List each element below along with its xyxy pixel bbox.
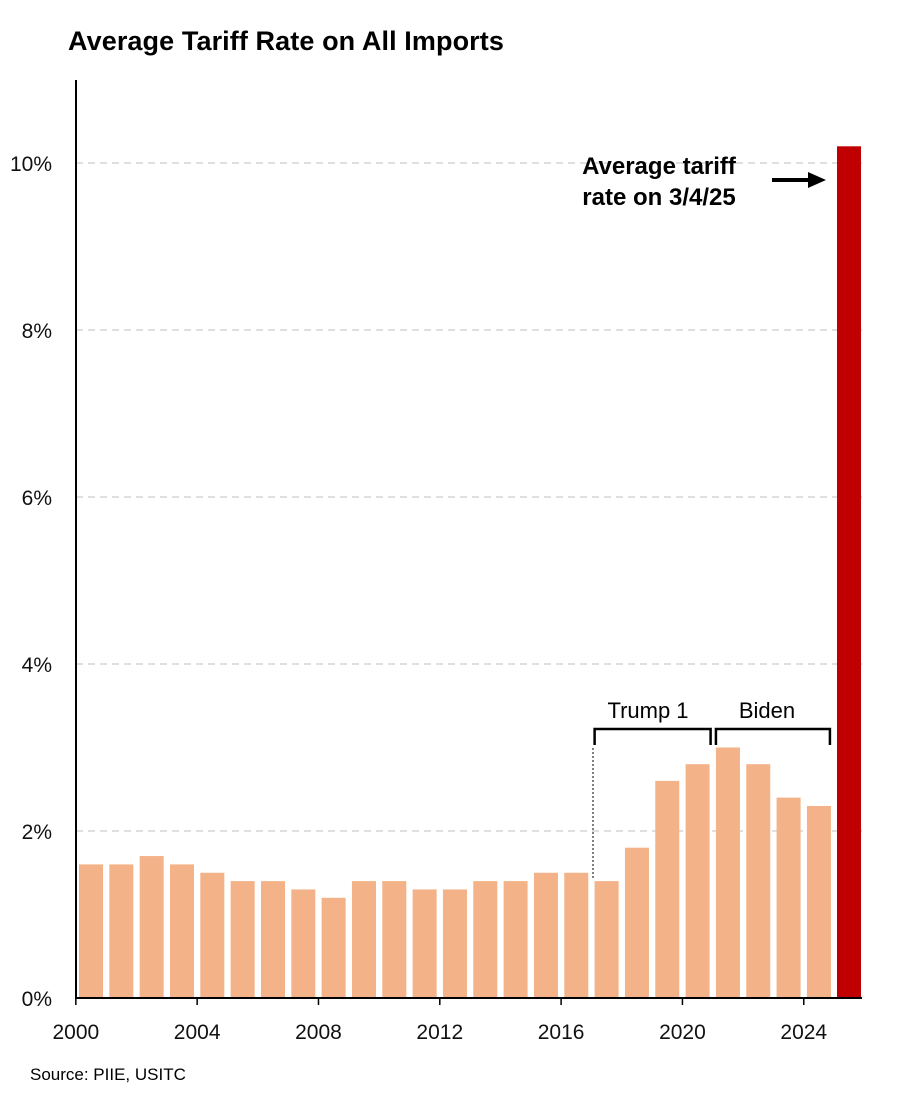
bracket-trump bbox=[593, 727, 712, 745]
x-tick-label: 2000 bbox=[52, 1021, 99, 1044]
bar-2015 bbox=[533, 872, 558, 998]
bar-2022 bbox=[746, 764, 771, 998]
callout-line1: Average tariff bbox=[582, 153, 737, 180]
bars bbox=[79, 146, 861, 999]
x-tick-label: 2020 bbox=[659, 1021, 706, 1044]
bar-2020 bbox=[685, 764, 710, 998]
bar-2016 bbox=[564, 872, 589, 998]
bar-2011 bbox=[412, 889, 437, 998]
annotations: Trump 1 Biden Average tariff rate on 3/4/25 bbox=[582, 153, 832, 880]
bar-2006 bbox=[260, 881, 285, 998]
bar-2007 bbox=[291, 889, 316, 998]
bar-2018 bbox=[624, 847, 649, 998]
bar-2002 bbox=[139, 856, 164, 998]
bar-2004 bbox=[200, 872, 225, 998]
chart-title: Average Tariff Rate on All Imports bbox=[68, 26, 504, 56]
bar-2000 bbox=[79, 864, 103, 998]
x-tick-label: 2024 bbox=[780, 1021, 827, 1044]
bracket-label-biden: Biden bbox=[739, 698, 795, 723]
callout-line2: rate on 3/4/25 bbox=[582, 184, 735, 211]
source-note: Source: PIIE, USITC bbox=[30, 1065, 186, 1084]
x-tick-label: 2012 bbox=[416, 1021, 463, 1044]
x-tick-label: 2008 bbox=[295, 1021, 342, 1044]
y-tick-label: 8% bbox=[22, 320, 52, 343]
bracket-label-trump: Trump 1 bbox=[607, 698, 688, 723]
bar-2021 bbox=[715, 747, 740, 998]
bracket-biden bbox=[714, 727, 832, 745]
bar-2009 bbox=[351, 881, 376, 998]
y-tick-label: 4% bbox=[22, 654, 52, 677]
axes bbox=[75, 80, 862, 1005]
bar-2008 bbox=[321, 897, 346, 998]
gridlines bbox=[76, 162, 862, 832]
bar-2003 bbox=[169, 864, 194, 998]
bar-2023 bbox=[776, 797, 801, 998]
y-tick-label: 10% bbox=[10, 153, 52, 176]
y-tick-label: 0% bbox=[22, 988, 52, 1011]
x-tick-label: 2004 bbox=[174, 1021, 221, 1044]
bar-2017 bbox=[594, 881, 619, 998]
y-tick-label: 2% bbox=[22, 821, 52, 844]
bar-2013 bbox=[473, 881, 498, 998]
bar-highlight-3-4-25 bbox=[837, 146, 861, 999]
bar-2024 bbox=[806, 805, 831, 998]
bar-2005 bbox=[230, 881, 255, 998]
bar-2012 bbox=[442, 889, 467, 998]
bar-2019 bbox=[655, 780, 680, 998]
bar-2001 bbox=[109, 864, 134, 998]
tick-labels: 0% 2% 4% 6% 8% 10% 2000 2004 2008 2012 2016 2020 202… bbox=[10, 153, 827, 1044]
y-tick-label: 6% bbox=[22, 487, 52, 510]
bar-2014 bbox=[503, 881, 528, 998]
x-tick-label: 2016 bbox=[538, 1021, 585, 1044]
bar-2010 bbox=[382, 881, 407, 998]
callout-arrow-head bbox=[808, 172, 826, 188]
